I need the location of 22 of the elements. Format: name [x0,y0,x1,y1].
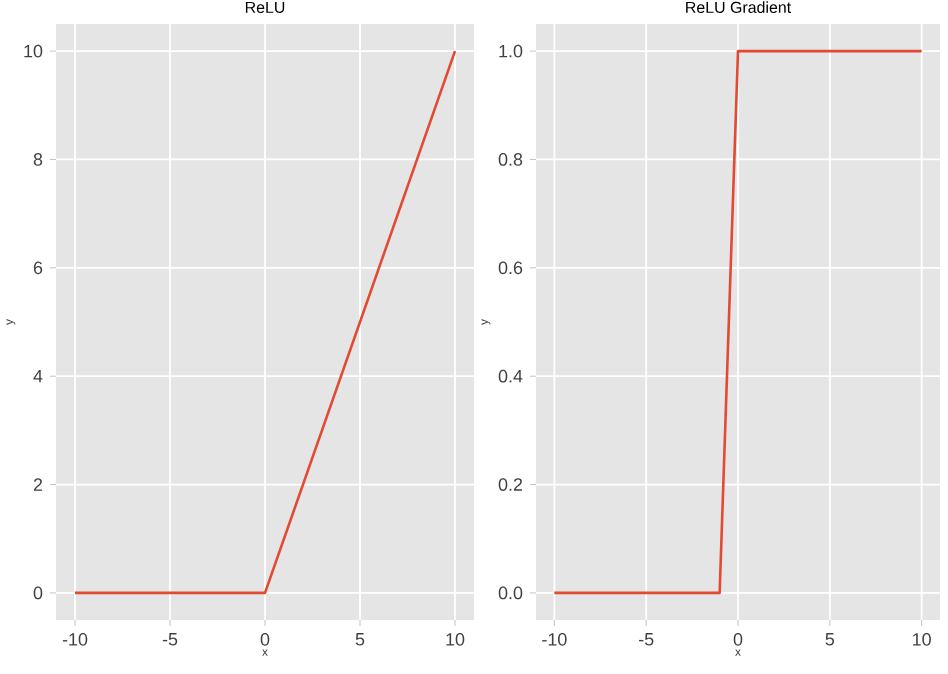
y-tick-label: 0 [33,586,43,600]
y-tick-label: 0.2 [498,478,523,491]
x-tick-label: -10 [542,633,567,646]
y-tick-label: 0.6 [498,261,523,275]
y-tick-label: 0.0 [498,586,523,600]
y-tick-label: 10 [24,44,43,58]
y-tick-label: 6 [33,261,43,275]
y-tick-label: 8 [33,153,43,166]
x-tick-label: 0 [260,633,270,646]
x-tick-label: -5 [162,633,178,646]
x-tick-label: 5 [825,633,835,646]
y-tick-label: 0.8 [498,153,523,166]
x-tick-label: 5 [355,633,365,646]
x-tick-label: 10 [446,633,465,646]
y-tick-label: 4 [33,370,43,383]
x-tick-label: 0 [733,633,743,646]
x-tick-label: -10 [62,633,88,646]
x-tick-label: -5 [639,633,654,646]
y-tick-label: 2 [33,478,43,491]
x-tick-label: 10 [913,633,931,646]
y-tick-label: 0.4 [498,369,523,383]
y-tick-label: 1.0 [499,44,523,58]
